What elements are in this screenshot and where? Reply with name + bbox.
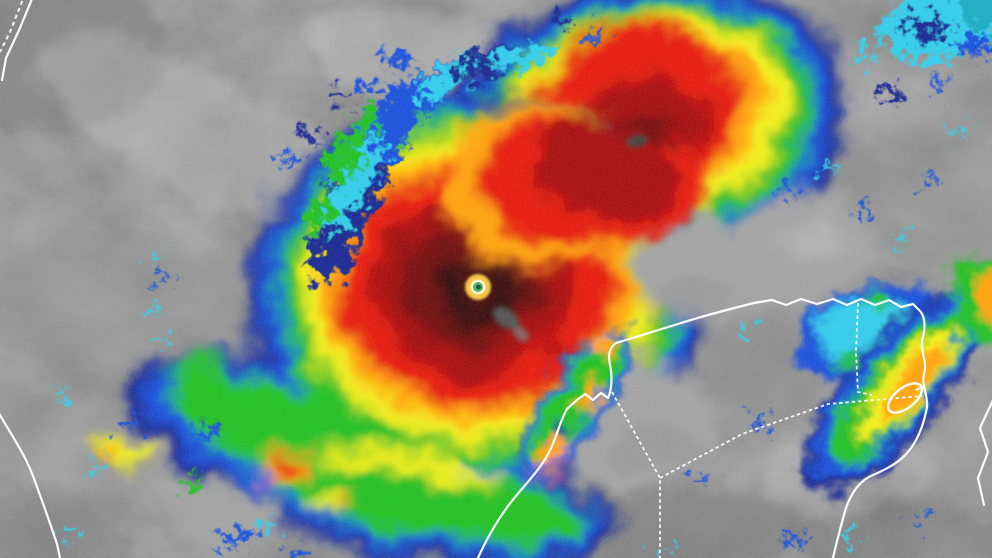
satellite-image-stage <box>0 0 992 558</box>
film-grain <box>0 0 992 558</box>
satellite-image <box>0 0 992 558</box>
